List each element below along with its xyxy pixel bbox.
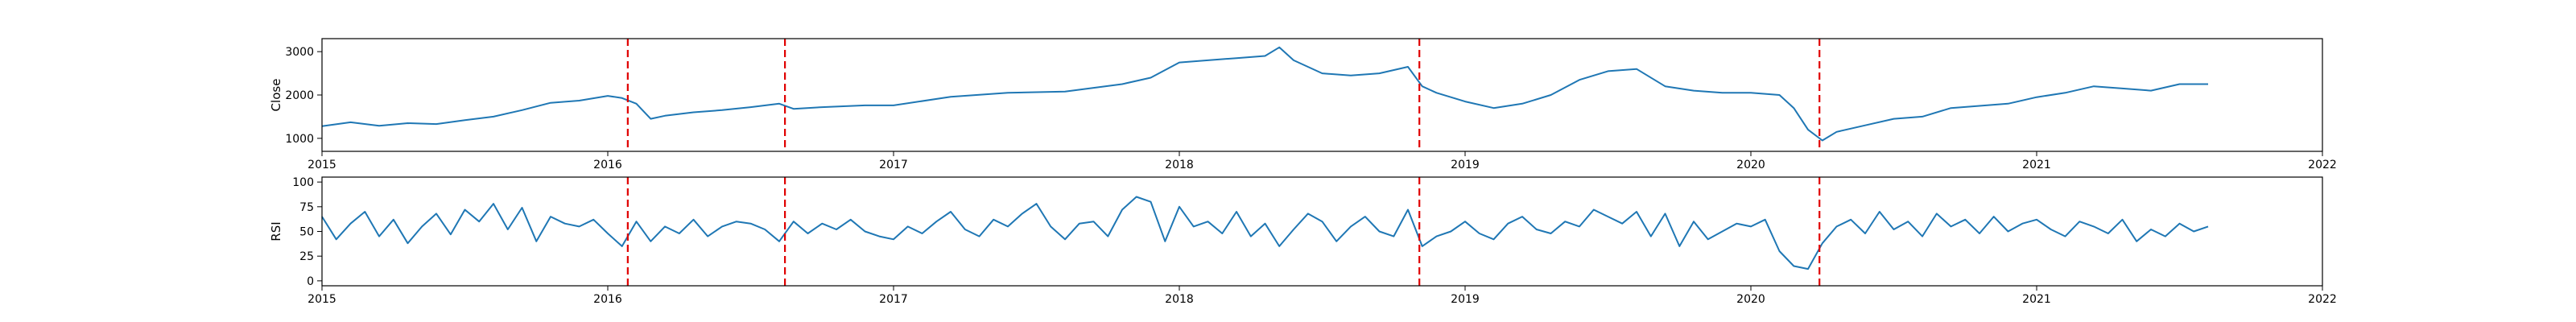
panel-2-y-tick-label: 100 xyxy=(292,176,314,189)
panel-1-y-tick-label: 2000 xyxy=(285,89,314,102)
panel-1-x-tick-label: 2018 xyxy=(1165,159,1194,171)
panel-2-y-tick-label: 75 xyxy=(299,201,314,214)
panel-2-series-line xyxy=(321,196,2209,270)
panel-2-x-tick-label: 2022 xyxy=(2308,293,2337,306)
panel-2-x-tick-label: 2019 xyxy=(1451,293,1480,306)
panel-2-x-tick-label: 2015 xyxy=(308,293,336,306)
panel-1-series-line xyxy=(321,46,2208,142)
panel-2-y-tick-label: 25 xyxy=(299,250,314,263)
panel-1-y-tick-label: 3000 xyxy=(285,46,314,59)
panel-1-x-tick-label: 2020 xyxy=(1736,159,1765,171)
panel-1-y-axis-label: Close xyxy=(269,79,283,112)
panel-2-x-tick-label: 2018 xyxy=(1165,293,1194,306)
panel-2-x-tick-label: 2021 xyxy=(2022,293,2051,306)
panel-2-x-tick-label: 2016 xyxy=(593,293,622,306)
panel-2-axes-frame xyxy=(321,176,2323,287)
panel-1-x-tick-label: 2019 xyxy=(1451,159,1480,171)
panel-1-x-tick-label: 2021 xyxy=(2022,159,2051,171)
panel-1-axes-frame xyxy=(321,38,2323,152)
panel-2-y-axis-label: RSI xyxy=(269,221,283,241)
panel-1-y-tick-label: 1000 xyxy=(285,133,314,146)
panel-2-y-tick-label: 50 xyxy=(299,226,314,239)
panel-2-y-tick-label: 0 xyxy=(307,275,314,288)
panel-1-x-tick-label: 2017 xyxy=(879,159,908,171)
panel-1-x-tick-label: 2016 xyxy=(593,159,622,171)
panel-2-x-tick-label: 2017 xyxy=(879,293,908,306)
panel-1-x-tick-label: 2015 xyxy=(308,159,336,171)
panel-1-x-tick-label: 2022 xyxy=(2308,159,2337,171)
panel-2-x-tick-label: 2020 xyxy=(1736,293,1765,306)
